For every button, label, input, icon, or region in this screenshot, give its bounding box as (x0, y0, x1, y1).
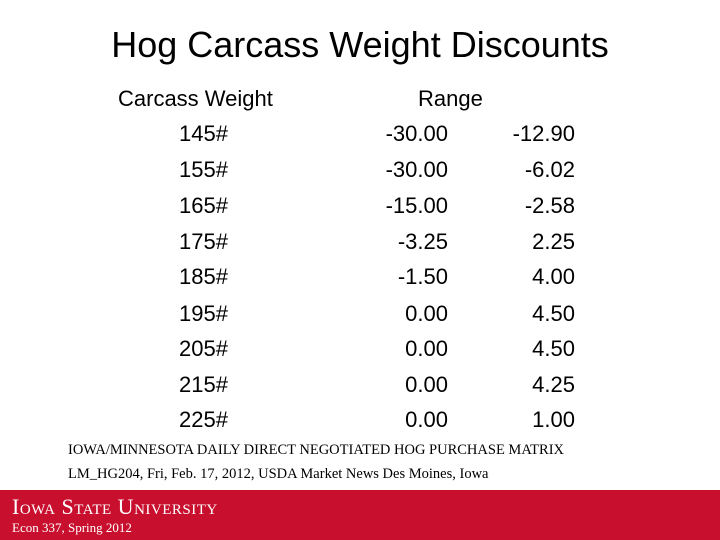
table-cell: 225# (179, 407, 228, 432)
source-line: IOWA/MINNESOTA DAILY DIRECT NEGOTIATED H… (68, 442, 565, 458)
table-cell: 215# (179, 372, 228, 397)
table-cell: -15.00 (385, 193, 448, 218)
table-cell: -12.90 (512, 121, 575, 146)
table-cell: 205# (179, 336, 228, 361)
table-cell: 2.25 (532, 229, 575, 254)
table-cell: 145# (179, 121, 228, 146)
table-cell: 155# (179, 157, 228, 182)
table-cell: 1.00 (532, 407, 575, 432)
column-header: Range (418, 86, 483, 111)
table-cell: 165# (179, 193, 228, 218)
table-cell: -30.00 (385, 121, 448, 146)
source-line: LM_HG204, Fri, Feb. 17, 2012, USDA Marke… (68, 466, 489, 482)
course-label: Econ 337, Spring 2012 (12, 520, 132, 535)
table-cell: 185# (179, 264, 228, 289)
table-cell: 175# (179, 229, 228, 254)
university-name: Iowa State University (12, 494, 218, 519)
table-cell: 0.00 (405, 336, 448, 361)
slide-title: Hog Carcass Weight Discounts (111, 24, 609, 65)
table-cell: 0.00 (405, 407, 448, 432)
table-cell: -1.50 (397, 264, 448, 289)
table-cell: -6.02 (524, 157, 575, 182)
table-cell: 0.00 (405, 372, 448, 397)
table-cell: -3.25 (397, 229, 448, 254)
table-cell: -2.58 (524, 193, 575, 218)
table-cell: 4.00 (532, 264, 575, 289)
column-header: Carcass Weight (118, 86, 273, 111)
footer-band (0, 490, 720, 540)
table-cell: 4.25 (532, 372, 575, 397)
table-cell: 0.00 (405, 301, 448, 326)
table-cell: -30.00 (385, 157, 448, 182)
table-cell: 195# (179, 301, 228, 326)
table-cell: 4.50 (532, 301, 575, 326)
table-cell: 4.50 (532, 336, 575, 361)
